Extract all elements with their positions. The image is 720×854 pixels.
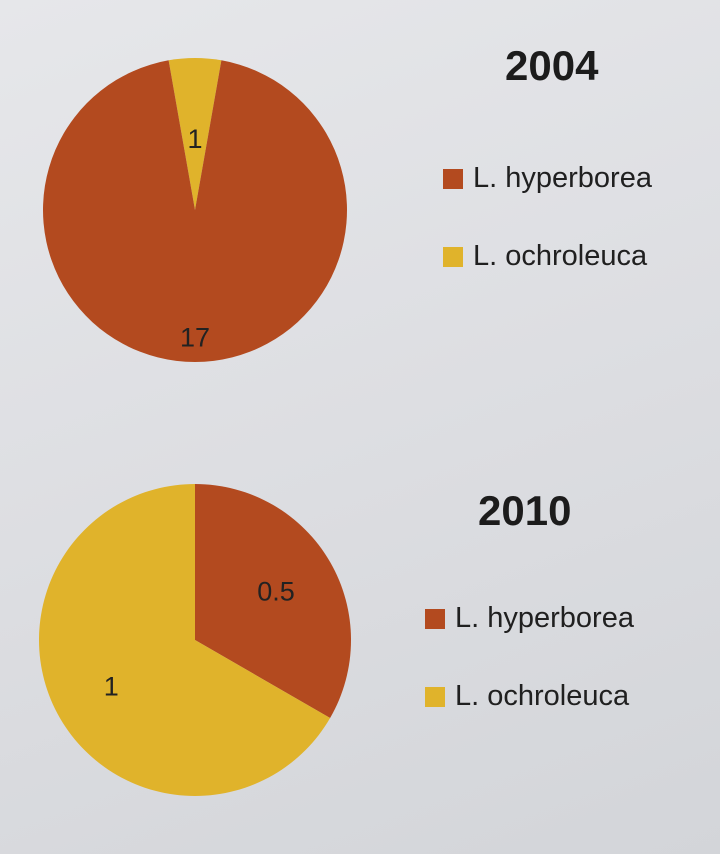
pie-slice-ochroleuca — [39, 484, 331, 796]
pie-slice-hyperborea — [195, 484, 351, 718]
pie-slice-hyperborea — [42, 60, 348, 363]
legend-label: L. ochroleuca — [455, 680, 630, 712]
legend-swatch-hyperborea — [425, 608, 445, 629]
legend-item-hyperborea: L. hyperborea — [443, 162, 652, 195]
pie-slice-ochroleuca — [168, 58, 222, 210]
chart-title: 2010 — [478, 487, 572, 534]
legend-label: L. hyperborea — [455, 602, 634, 634]
slice-value-label: 1 — [187, 124, 202, 154]
chart-title: 2004 — [505, 42, 599, 89]
pie-chart-2010: 0.5 1 2010 L. hyperborea L. ochroleuca — [0, 430, 720, 850]
legend-item-ochroleuca: L. ochroleuca — [425, 680, 629, 713]
legend-label: L. ochroleuca — [473, 240, 648, 272]
legend-item-hyperborea: L. hyperborea — [425, 602, 634, 635]
legend-label: L. hyperborea — [473, 162, 652, 194]
slice-value-label: 17 — [180, 322, 210, 352]
slice-value-label: 1 — [104, 671, 119, 701]
legend-swatch-ochroleuca — [425, 686, 445, 707]
pie-chart-2004: 1 17 2004 L. hyperborea L. ochroleuca — [0, 0, 720, 420]
pie-2010: 0.51 — [39, 484, 351, 796]
slice-value-label: 0.5 — [257, 576, 295, 606]
legend-swatch-ochroleuca — [443, 246, 463, 267]
pie-2004: 1 17 — [42, 58, 348, 363]
legend-swatch-hyperborea — [443, 168, 463, 189]
legend-item-ochroleuca: L. ochroleuca — [443, 240, 647, 273]
